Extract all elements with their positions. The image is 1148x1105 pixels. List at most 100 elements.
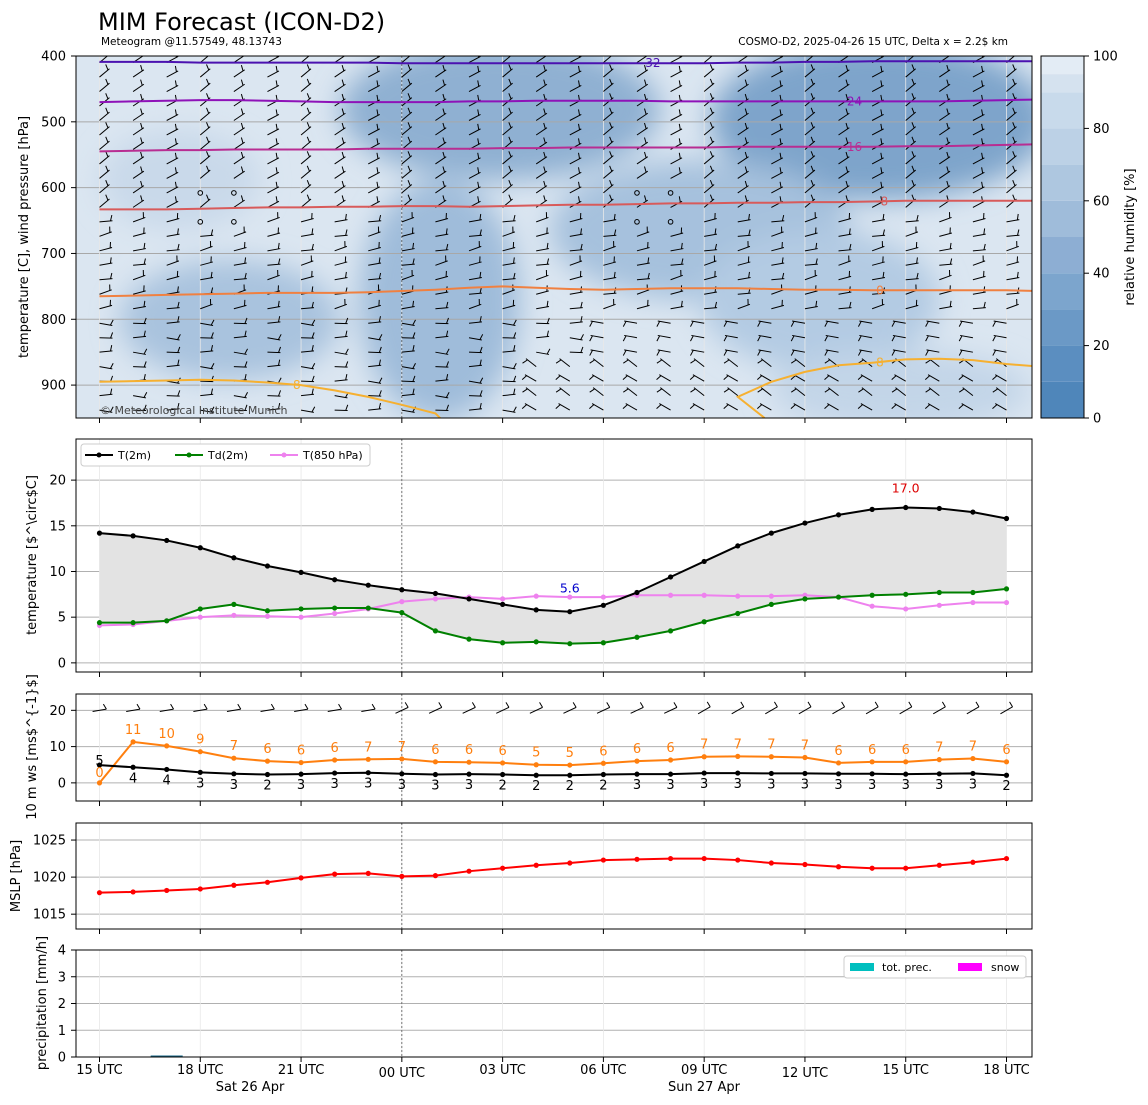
- wind-barb: [972, 128, 985, 136]
- gust-line-point: [802, 754, 808, 761]
- wind-barb: [401, 126, 413, 136]
- wind-barb-flag: [110, 272, 113, 279]
- wind-barb-flag: [589, 388, 595, 393]
- wind-barb-flag: [479, 346, 483, 353]
- wind-barb: [126, 708, 141, 713]
- wind-barb: [199, 97, 211, 107]
- wind-barb-flag: [578, 152, 581, 159]
- wind-barb: [905, 155, 917, 165]
- wind-barb-flag: [580, 243, 583, 250]
- calm-marker: [197, 190, 204, 196]
- td2m-line-point: [164, 618, 170, 624]
- gust-line-point: [500, 760, 506, 766]
- wind-barb: [603, 219, 617, 223]
- wind-barb: [926, 320, 940, 324]
- wind-barb-flag: [412, 242, 415, 249]
- gust-label: 6: [868, 743, 876, 758]
- mean-wind-label: 3: [734, 777, 742, 792]
- legend-swatch-prec: [850, 963, 874, 971]
- wind-barb-flag: [109, 363, 114, 369]
- wind-barb: [569, 307, 583, 310]
- wind-barb-flag: [508, 64, 512, 71]
- wind-barb: [99, 220, 113, 223]
- wind-barb: [804, 169, 816, 179]
- wind-barb: [636, 262, 650, 266]
- wind-barb-flag: [445, 228, 448, 235]
- wind-barb: [603, 303, 616, 310]
- wind-barb: [737, 277, 751, 281]
- wind-barb-flag: [644, 79, 647, 86]
- wind-barb: [468, 380, 482, 384]
- wind-barb: [972, 84, 985, 92]
- wind-barb-flag: [748, 229, 751, 236]
- td2m-line-point: [96, 620, 103, 626]
- wind-barb: [636, 231, 650, 237]
- wind-barb: [994, 374, 1007, 382]
- wind-barb-flag: [924, 404, 931, 409]
- wind-barb-flag: [911, 194, 915, 201]
- wind-barb: [401, 184, 413, 194]
- gust-line-point: [667, 757, 674, 763]
- wind-barb-flag: [1009, 701, 1013, 708]
- wind-barb-flag: [174, 196, 177, 203]
- wind-barb: [703, 260, 717, 266]
- wind-barb-flag: [1012, 64, 1016, 71]
- wind-barb: [603, 82, 614, 92]
- wind-barb-flag: [824, 359, 831, 364]
- wind-barb-flag: [644, 93, 647, 100]
- wind-barb: [233, 395, 247, 399]
- wind-barb: [972, 171, 985, 179]
- wind-barb-flag: [110, 345, 113, 352]
- td2m-line-point: [802, 596, 808, 602]
- wind-barb: [596, 706, 610, 714]
- mean-wind-line-point: [667, 771, 674, 777]
- gust-line-point: [432, 759, 439, 765]
- wind-barb-flag: [779, 167, 782, 174]
- t2m-line-point: [365, 582, 371, 588]
- wind-barb-flag: [891, 404, 897, 409]
- wind-barb: [972, 186, 985, 194]
- wind-barb-flag: [609, 64, 613, 71]
- wind-barb-flag: [244, 330, 247, 337]
- wind-barb-flag: [958, 321, 963, 327]
- day-label-sat: Sat 26 Apr: [216, 1080, 285, 1095]
- wind-barb: [535, 170, 548, 179]
- wind-barb-flag: [757, 335, 761, 342]
- wind-barb: [905, 126, 917, 136]
- wind-barb: [972, 233, 986, 237]
- wind-barb: [199, 56, 209, 63]
- wind-barb: [300, 56, 310, 63]
- wind-barb: [1006, 245, 1019, 252]
- wind-barb: [603, 261, 617, 266]
- wind-barb: [660, 387, 671, 397]
- copyright-text: © Meteorological Institute Munich: [100, 404, 287, 417]
- pressure-frame: [75, 822, 1033, 930]
- y-tick-label: 15: [49, 519, 66, 534]
- wind-barb-flag: [543, 108, 546, 115]
- isotherm-label: 0: [876, 283, 884, 297]
- wind-barb: [993, 349, 1007, 353]
- wind-barb-flag: [479, 390, 483, 397]
- x-tick-label: 03 UTC: [479, 1063, 525, 1078]
- wind-barb: [535, 127, 548, 136]
- wind-barb: [994, 403, 1007, 411]
- wind-barb: [865, 706, 879, 715]
- colorbar-tick-label: 0: [1093, 412, 1101, 427]
- wind-barb: [569, 128, 582, 136]
- wind-barb: [468, 303, 482, 310]
- wind-barb-flag: [891, 321, 896, 327]
- wind-barb-flag: [244, 374, 247, 381]
- wind-barb: [726, 374, 739, 382]
- humidity-patch: [710, 56, 1032, 200]
- wind-barb: [892, 320, 906, 324]
- wind-barb: [892, 349, 906, 353]
- wind-barb-flag: [378, 359, 381, 366]
- wind-barb: [569, 249, 583, 252]
- t850-line-point: [332, 610, 338, 617]
- mean-wind-line-point: [701, 770, 707, 776]
- wind-barb-flag: [546, 300, 549, 307]
- wind-barb-flag: [306, 107, 310, 114]
- t850-line-point: [936, 602, 942, 608]
- wind-barb-flag: [710, 50, 712, 56]
- wind-barb-flag: [341, 195, 345, 202]
